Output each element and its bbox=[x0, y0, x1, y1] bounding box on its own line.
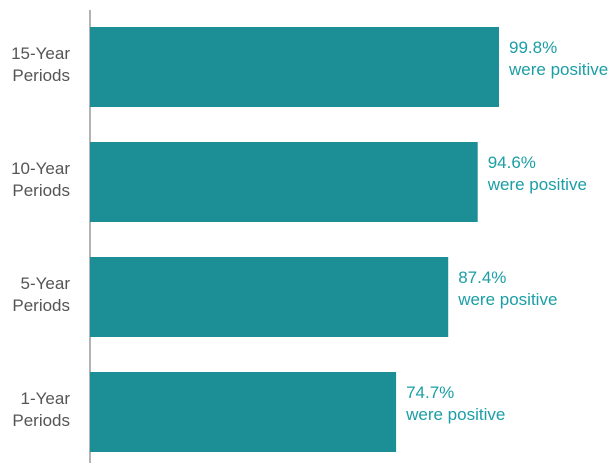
value-label-2: 87.4% bbox=[458, 268, 506, 287]
category-label-3-1: Periods bbox=[12, 411, 70, 430]
category-label-2-0: 5-Year bbox=[21, 274, 71, 293]
category-label-0-0: 15-Year bbox=[11, 44, 70, 63]
bar-3 bbox=[90, 372, 397, 452]
bar-1 bbox=[90, 142, 478, 222]
bar-0 bbox=[90, 27, 499, 107]
value-label-3: 74.7% bbox=[406, 383, 454, 402]
category-label-2-1: Periods bbox=[12, 296, 70, 315]
category-label-1-0: 10-Year bbox=[11, 159, 70, 178]
category-label-0-1: Periods bbox=[12, 66, 70, 85]
value-label-0: 99.8% bbox=[509, 38, 557, 57]
annotation-label-1: were positive bbox=[487, 175, 587, 194]
annotation-label-0: were positive bbox=[508, 60, 608, 79]
value-label-1: 94.6% bbox=[488, 153, 536, 172]
category-label-3-0: 1-Year bbox=[21, 389, 71, 408]
annotation-label-2: were positive bbox=[457, 290, 557, 309]
bar-2 bbox=[90, 257, 449, 337]
bars-group: 15-Year Periods 99.8% were positive 10-Year P… bbox=[11, 27, 608, 452]
annotation-label-3: were positive bbox=[405, 405, 505, 424]
category-label-1-1: Periods bbox=[12, 181, 70, 200]
